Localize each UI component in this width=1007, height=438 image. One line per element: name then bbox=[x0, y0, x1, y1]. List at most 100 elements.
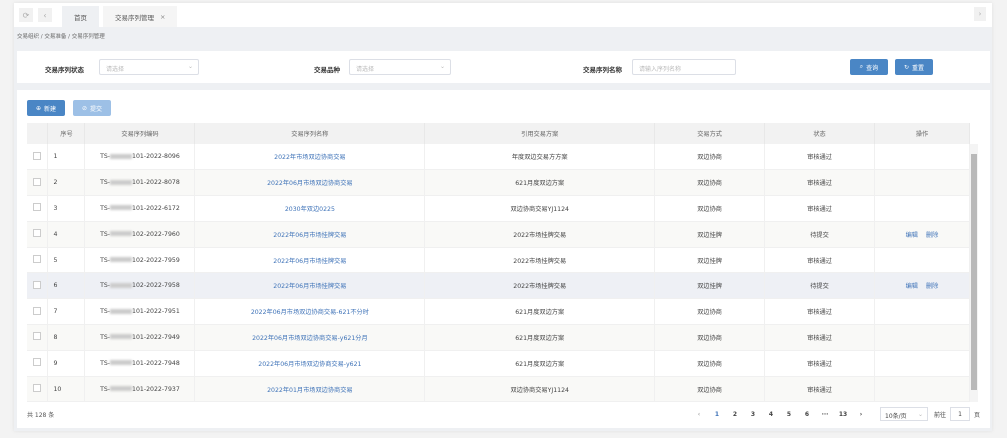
sequence-name-link[interactable]: 2022年06月市场双边协商交易 bbox=[194, 169, 426, 197]
breadcrumb-item[interactable]: 交易组织 bbox=[17, 34, 40, 40]
row-actions: 编辑 删除 bbox=[874, 272, 970, 300]
row-checkbox-cell bbox=[27, 247, 49, 274]
name-input[interactable]: 请输入序列名称 bbox=[632, 59, 736, 75]
sequence-name-link[interactable]: 2022年06月市场挂牌交易 bbox=[194, 272, 426, 300]
page-button[interactable]: 5 bbox=[786, 410, 792, 418]
scrollbar-thumb[interactable] bbox=[971, 154, 977, 390]
table-row[interactable]: 10 TS- 101-2022-7937 2022年01月市场双边协商交易 双边协… bbox=[27, 376, 970, 403]
table-row[interactable]: 8 TS- 101-2022-7949 2022年06月市场双边协商交易-y621… bbox=[27, 324, 970, 351]
chevron-down-icon: ⌄ bbox=[917, 411, 923, 418]
row-actions bbox=[874, 298, 970, 326]
delete-link[interactable]: 删除 bbox=[926, 283, 939, 291]
plan-name: 621月度双边方案 bbox=[424, 169, 656, 197]
table-row[interactable]: 2 TS- 101-2022-8078 2022年06月市场双边协商交易 621月… bbox=[27, 169, 970, 197]
sequence-code: TS- 101-2022-7949 bbox=[84, 324, 196, 351]
row-checkbox[interactable] bbox=[33, 332, 42, 341]
sequence-code: TS- 102-2022-7958 bbox=[84, 272, 196, 300]
sequence-name-link[interactable]: 2022年01月市场双边协商交易 bbox=[194, 376, 426, 403]
refresh-icon[interactable]: ⟳ bbox=[19, 8, 33, 22]
status: 审核通过 bbox=[764, 298, 875, 326]
row-checkbox[interactable] bbox=[33, 229, 42, 238]
column-header: 引用交易方案 bbox=[424, 123, 656, 144]
table-row[interactable]: 4 TS- 102-2022-7960 2022年06月市场挂牌交易 2022市场… bbox=[27, 221, 970, 248]
sequence-name-link[interactable]: 2022年06月市场挂牌交易 bbox=[194, 247, 426, 274]
tab-home[interactable]: 首页 bbox=[62, 6, 99, 27]
code-prefix: TS- bbox=[100, 153, 111, 161]
row-checkbox[interactable] bbox=[33, 255, 42, 264]
search-button[interactable]: ⌕ 查询 bbox=[850, 59, 888, 75]
trade-mode: 双边挂牌 bbox=[654, 221, 766, 248]
page-button[interactable]: 6 bbox=[804, 410, 810, 418]
tab-label: 交易序列管理 bbox=[115, 13, 154, 22]
page-button[interactable]: 3 bbox=[750, 410, 756, 418]
table-row[interactable]: 1 TS- 101-2022-8096 2022年市场双边协商交易 年度双边交易方… bbox=[27, 144, 970, 171]
table-row[interactable]: 9 TS- 101-2022-7948 2022年06月市场双边协商交易-y621… bbox=[27, 350, 970, 377]
row-checkbox[interactable] bbox=[33, 203, 42, 212]
row-checkbox-cell bbox=[27, 350, 49, 377]
sequence-name-link[interactable]: 2022年市场双边协商交易 bbox=[194, 144, 426, 171]
table-card: ⊕ 新建 ⊘ 提交 序号 交易序列编码 交易序列名称 引用交易方案 交易方式 状态 … bbox=[17, 90, 990, 428]
refresh-icon: ↻ bbox=[903, 63, 909, 71]
page-button[interactable]: 13 bbox=[838, 410, 848, 418]
submit-button[interactable]: ⊘ 提交 bbox=[73, 100, 111, 116]
next-page-icon[interactable]: › bbox=[859, 410, 863, 418]
trade-mode: 双边挂牌 bbox=[654, 272, 766, 300]
plan-name: 双边协商交易YJ1124 bbox=[424, 195, 656, 222]
chevron-left-icon[interactable]: ‹ bbox=[38, 8, 52, 22]
table-row[interactable]: 3 TS- 101-2022-6172 2030年双边0225 双边协商交易YJ1… bbox=[27, 195, 970, 222]
plus-circle-icon: ⊕ bbox=[35, 104, 41, 112]
name-placeholder: 请输入序列名称 bbox=[639, 66, 682, 73]
page-button[interactable]: ··· bbox=[821, 410, 829, 418]
page-button[interactable]: 2 bbox=[732, 410, 738, 418]
reset-button[interactable]: ↻ 重置 bbox=[895, 59, 933, 75]
row-checkbox[interactable] bbox=[33, 280, 42, 289]
new-button[interactable]: ⊕ 新建 bbox=[27, 100, 65, 116]
row-checkbox[interactable] bbox=[33, 151, 42, 160]
code-prefix: TS- bbox=[100, 256, 111, 264]
status-label: 交易序列状态 bbox=[45, 66, 84, 74]
prev-page-icon[interactable]: ‹ bbox=[697, 410, 701, 418]
table-row[interactable]: 5 TS- 102-2022-7959 2022年06月市场挂牌交易 2022市场… bbox=[27, 247, 970, 274]
table-row[interactable]: 7 TS- 101-2022-7951 2022年06月市场双边协商交易-621不… bbox=[27, 298, 970, 326]
total-count: 共 128 条 bbox=[27, 412, 55, 419]
delete-link[interactable]: 删除 bbox=[926, 231, 939, 239]
status-select[interactable]: 请选择 ⌄ bbox=[99, 59, 199, 75]
plan-name: 621月度双边方案 bbox=[424, 350, 656, 377]
row-checkbox-cell bbox=[27, 169, 49, 197]
breadcrumb-item[interactable]: 交易准备 bbox=[44, 34, 67, 40]
sequence-code: TS- 101-2022-7951 bbox=[84, 298, 196, 326]
table-scrollbar[interactable] bbox=[970, 144, 978, 402]
row-checkbox[interactable] bbox=[33, 306, 42, 315]
row-checkbox-cell bbox=[27, 195, 49, 222]
trade-mode: 双边协商 bbox=[654, 144, 766, 171]
page-size-select[interactable]: 10条/页 ⌄ bbox=[880, 407, 928, 421]
sequence-code: TS- 101-2022-7948 bbox=[84, 350, 196, 377]
edit-link[interactable]: 编辑 bbox=[905, 283, 918, 291]
row-checkbox[interactable] bbox=[33, 177, 42, 186]
variety-select[interactable]: 请选择 ⌄ bbox=[349, 59, 451, 75]
sequence-name-link[interactable]: 2022年06月市场双边协商交易-y621 bbox=[194, 350, 426, 377]
chevron-right-icon[interactable]: › bbox=[974, 7, 986, 21]
plan-name: 年度双边交易方方案 bbox=[424, 144, 656, 171]
tab-sequence-management[interactable]: 交易序列管理 × bbox=[103, 6, 178, 27]
row-actions bbox=[874, 247, 970, 274]
column-header: 交易方式 bbox=[654, 123, 766, 144]
name-label: 交易序列名称 bbox=[583, 66, 622, 74]
sequence-name-link[interactable]: 2022年06月市场双边协商交易-y621分月 bbox=[194, 324, 426, 351]
page-button[interactable]: 4 bbox=[768, 410, 774, 418]
row-checkbox[interactable] bbox=[33, 358, 42, 367]
sequence-name-link[interactable]: 2022年06月市场挂牌交易 bbox=[194, 221, 426, 248]
table-row[interactable]: 6 TS- 102-2022-7958 2022年06月市场挂牌交易 2022市场… bbox=[27, 272, 970, 300]
row-checkbox[interactable] bbox=[33, 384, 42, 393]
status: 审核通过 bbox=[764, 350, 875, 377]
column-header: 序号 bbox=[47, 123, 86, 144]
close-icon[interactable]: × bbox=[160, 12, 166, 21]
goto-page-input[interactable]: 1 bbox=[950, 407, 971, 421]
code-prefix: TS- bbox=[100, 308, 111, 316]
trade-mode: 双边协商 bbox=[654, 298, 766, 326]
reset-label: 重置 bbox=[912, 64, 925, 72]
sequence-name-link[interactable]: 2022年06月市场双边协商交易-621不分时 bbox=[194, 298, 426, 326]
sequence-name-link[interactable]: 2030年双边0225 bbox=[194, 195, 426, 222]
edit-link[interactable]: 编辑 bbox=[905, 231, 918, 239]
page-button[interactable]: 1 bbox=[714, 410, 720, 418]
